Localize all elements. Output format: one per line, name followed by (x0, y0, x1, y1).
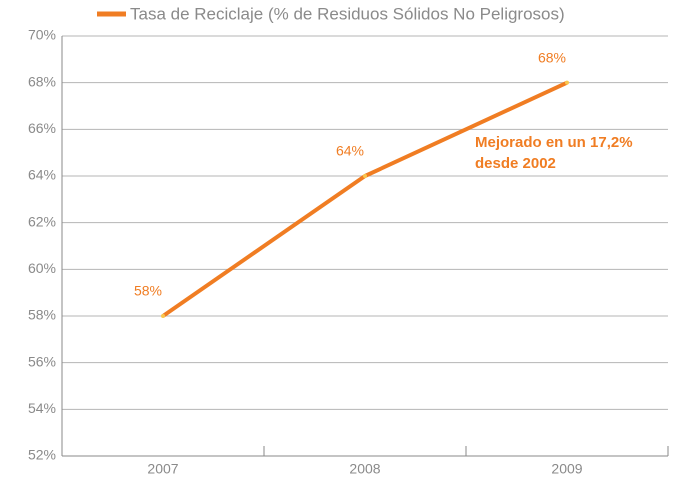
y-tick-label: 56% (28, 353, 56, 369)
y-tick-label: 66% (28, 120, 56, 136)
x-tick-label: 2008 (349, 461, 380, 477)
y-tick-label: 60% (28, 260, 56, 276)
y-tick-label: 54% (28, 400, 56, 416)
line (161, 80, 568, 318)
annotation: desde 2002 (475, 155, 556, 172)
x-tick-label: 2007 (147, 461, 178, 477)
y-tick-label: 58% (28, 307, 56, 323)
x-tick-label: 2009 (551, 461, 582, 477)
y-tick-label: 70% (28, 27, 56, 43)
y-tick-label: 52% (28, 447, 56, 463)
point (363, 174, 367, 178)
y-tick-label: 64% (28, 167, 56, 183)
y-tick-label: 68% (28, 73, 56, 89)
point (161, 314, 165, 318)
data-label: 58% (134, 283, 162, 299)
data-label: 68% (538, 49, 566, 65)
y-tick-label: 62% (28, 213, 56, 229)
point (565, 80, 569, 85)
data-label: 64% (336, 143, 364, 159)
legend-label: Tasa de Reciclaje (% de Residuos Sólidos… (130, 4, 565, 23)
annotation: Mejorado en un 17,2% (475, 134, 633, 151)
